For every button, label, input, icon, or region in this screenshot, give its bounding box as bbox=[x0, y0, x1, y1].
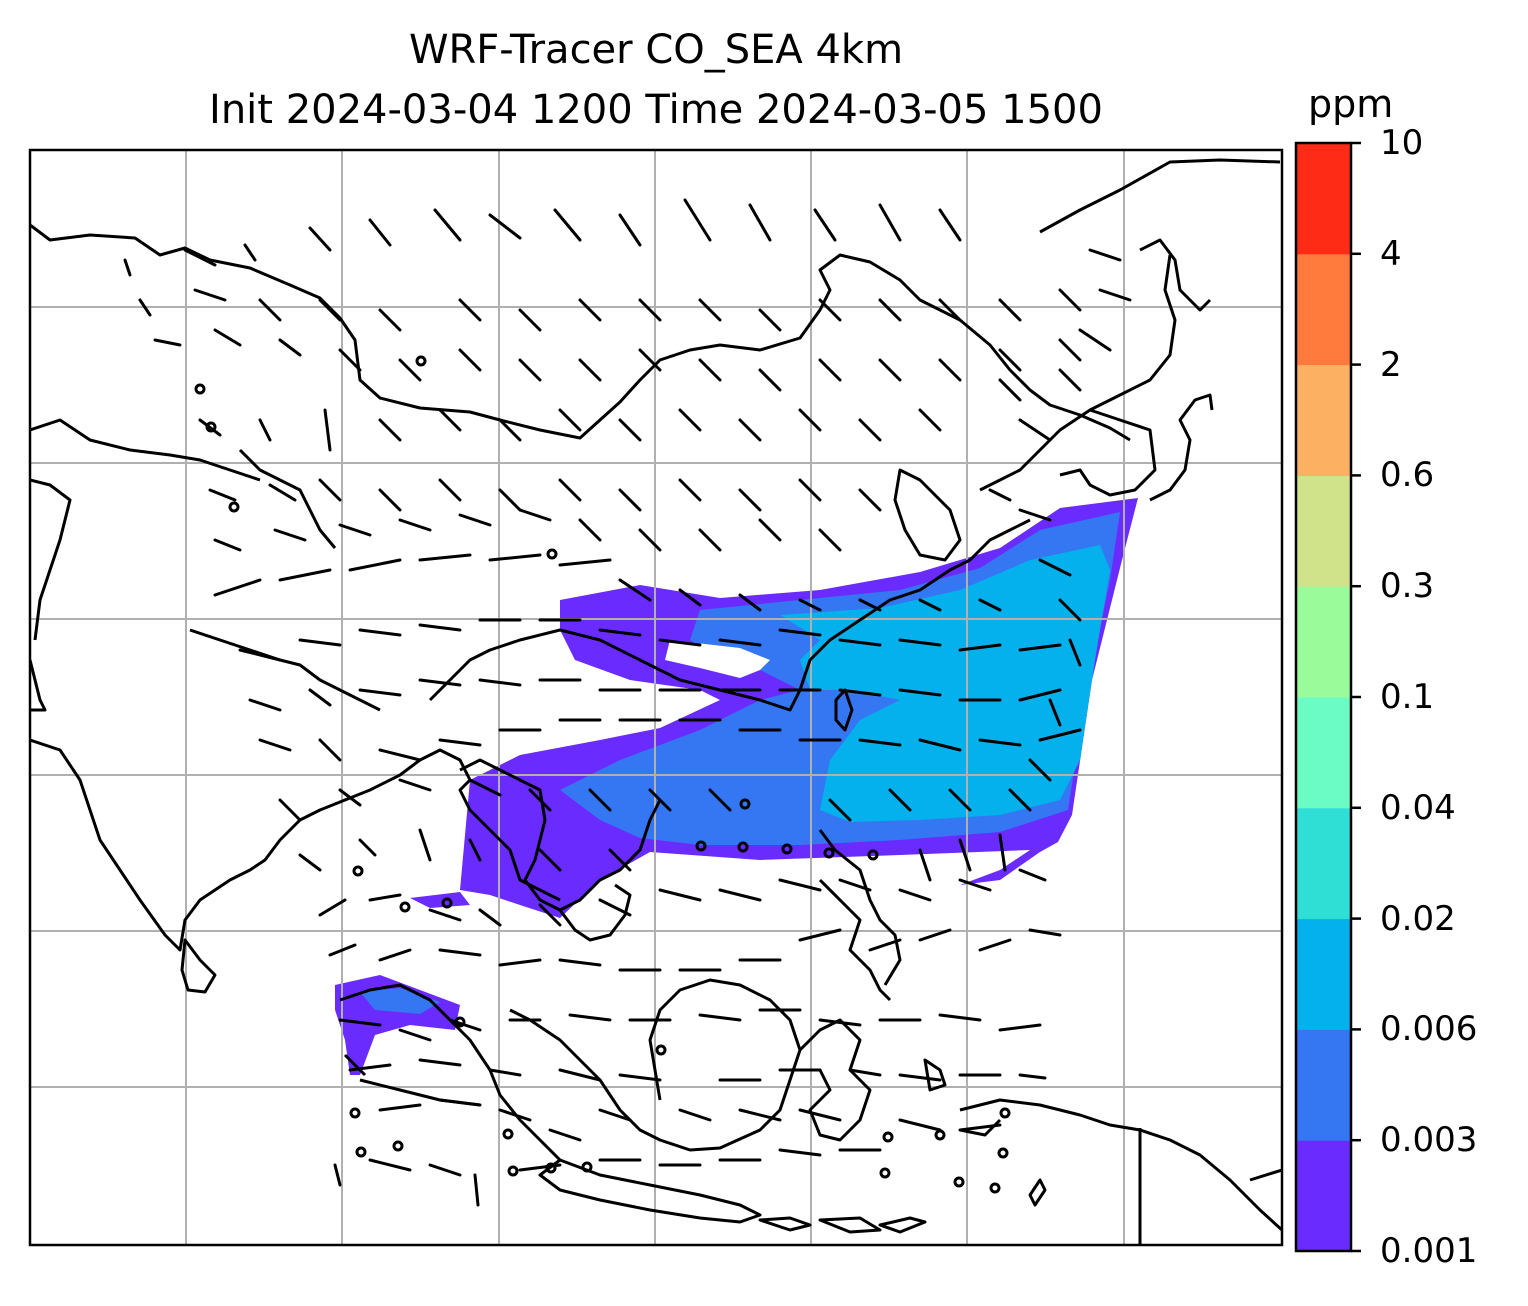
colorbar bbox=[1296, 141, 1361, 1253]
plume-low-island bbox=[410, 892, 470, 908]
map-frame bbox=[28, 148, 1284, 1247]
colorbar-tick-label: 0.3 bbox=[1380, 566, 1435, 607]
plume-high bbox=[780, 545, 1110, 822]
colorbar-tick-label: 0.001 bbox=[1380, 1231, 1478, 1271]
colorbar-segment bbox=[1296, 807, 1351, 920]
tracer-plume bbox=[335, 498, 1138, 1075]
colorbar-segment bbox=[1296, 697, 1351, 809]
colorbar-segment bbox=[1296, 1029, 1351, 1141]
colorbar-unit: ppm bbox=[1308, 82, 1394, 126]
colorbar-segment bbox=[1296, 143, 1351, 255]
colorbar-frame bbox=[1294, 141, 1353, 1253]
colorbar-tick-label: 2 bbox=[1380, 344, 1402, 385]
colorbar-segment bbox=[1296, 1140, 1351, 1252]
colorbar-tick-label: 10 bbox=[1380, 123, 1424, 163]
colorbar-tick-label: 0.02 bbox=[1380, 898, 1456, 939]
colorbar-segment bbox=[1296, 586, 1351, 698]
colorbar-tick-label: 0.6 bbox=[1380, 455, 1435, 496]
coastlines bbox=[30, 158, 1282, 1245]
colorbar-tick-label: 0.003 bbox=[1380, 1120, 1478, 1161]
map-title-line2: Init 2024-03-04 1200 Time 2024-03-05 150… bbox=[209, 87, 1103, 133]
colorbar-tick-label: 4 bbox=[1380, 233, 1402, 274]
colorbar-tick-label: 0.006 bbox=[1380, 1009, 1478, 1050]
colorbar-tick-label: 0.04 bbox=[1380, 787, 1456, 828]
colorbar-segment bbox=[1296, 918, 1351, 1030]
plume-hole bbox=[665, 640, 770, 678]
colorbar-segment bbox=[1296, 364, 1351, 476]
colorbar-tick-label: 0.1 bbox=[1380, 677, 1435, 717]
map-title-line1: WRF-Tracer CO_SEA 4km bbox=[408, 27, 904, 73]
plume-mid-island bbox=[360, 988, 440, 1014]
colorbar-segment bbox=[1296, 475, 1351, 587]
colorbar-segment bbox=[1296, 253, 1351, 366]
calm-markers bbox=[194, 355, 1011, 1194]
wind-barbs bbox=[123, 198, 1132, 1207]
